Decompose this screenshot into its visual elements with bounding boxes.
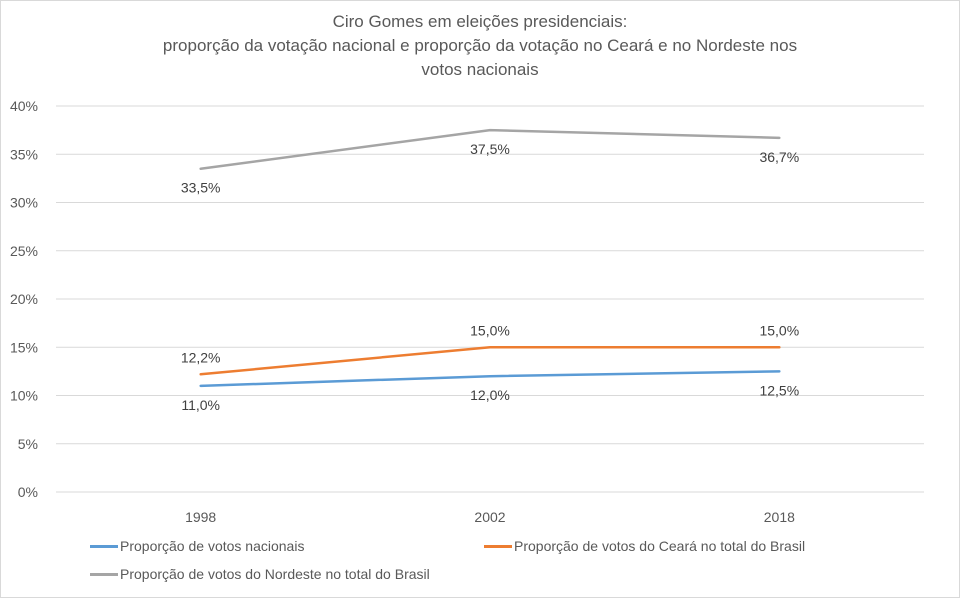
x-axis-tick-labels: 1998 2002 2018 bbox=[185, 509, 795, 525]
y-tick-label: 40% bbox=[10, 98, 38, 114]
x-tick-label: 2018 bbox=[764, 509, 795, 525]
data-label: 12,0% bbox=[470, 387, 510, 403]
y-tick-label: 0% bbox=[18, 484, 38, 500]
x-tick-label: 1998 bbox=[185, 509, 216, 525]
legend-label-ceara: Proporção de votos do Ceará no total do … bbox=[514, 538, 806, 554]
legend-item-ceara[interactable]: Proporção de votos do Ceará no total do … bbox=[484, 538, 805, 554]
data-label: 37,5% bbox=[470, 141, 510, 157]
chart-title: Ciro Gomes em eleições presidenciais: bbox=[332, 12, 628, 31]
y-tick-label: 20% bbox=[10, 291, 38, 307]
legend: Proporção de votos nacionais Proporção d… bbox=[90, 538, 890, 588]
y-tick-label: 35% bbox=[10, 146, 38, 162]
series-line-1 bbox=[199, 370, 781, 388]
y-tick-label: 25% bbox=[10, 243, 38, 259]
y-tick-label: 5% bbox=[18, 436, 38, 452]
data-label: 36,7% bbox=[759, 149, 799, 165]
legend-swatch-ceara bbox=[484, 544, 512, 548]
data-label: 33,5% bbox=[181, 180, 221, 196]
data-label: 12,5% bbox=[759, 382, 799, 398]
series-line-3 bbox=[199, 128, 781, 170]
x-tick-label: 2002 bbox=[474, 509, 505, 525]
data-label: 11,0% bbox=[181, 397, 220, 413]
chart-title-block: Ciro Gomes em eleições presidenciais: pr… bbox=[0, 10, 960, 82]
legend-label-nacionais: Proporção de votos nacionais bbox=[120, 538, 305, 554]
chart-subtitle-line-2: votos nacionais bbox=[421, 60, 539, 79]
y-tick-label: 30% bbox=[10, 195, 38, 211]
legend-item-nacionais[interactable]: Proporção de votos nacionais bbox=[90, 538, 304, 554]
chart-subtitle-line-1: proporção da votação nacional e proporçã… bbox=[162, 36, 798, 55]
series-line-2 bbox=[199, 346, 781, 376]
legend-label-nordeste: Proporção de votos do Nordeste no total … bbox=[120, 566, 430, 582]
legend-swatch-nacionais bbox=[90, 544, 118, 548]
data-label: 15,0% bbox=[759, 322, 799, 338]
data-labels: 11,0% 12,0% 12,5% 12,2% 15,0% 15,0% 33,5% 37,5%… bbox=[181, 141, 799, 413]
data-label: 15,0% bbox=[470, 322, 510, 338]
y-tick-label: 15% bbox=[10, 339, 38, 355]
data-label: 12,2% bbox=[181, 349, 221, 365]
y-axis-tick-labels: 0% 5% 10% 15% 20% 25% 30% 35% 40% bbox=[10, 98, 38, 500]
legend-swatch-nordeste bbox=[90, 572, 118, 576]
y-tick-label: 10% bbox=[10, 388, 38, 404]
legend-item-nordeste[interactable]: Proporção de votos do Nordeste no total … bbox=[90, 566, 430, 582]
series-lines bbox=[199, 128, 781, 388]
